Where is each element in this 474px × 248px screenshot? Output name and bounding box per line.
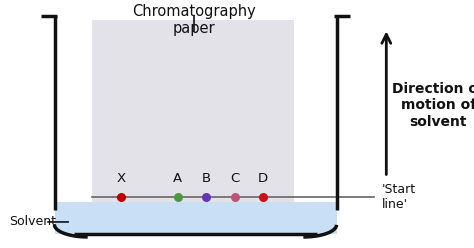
Text: Chromatography
paper: Chromatography paper (132, 4, 256, 36)
Bar (92, 20, 294, 202)
Text: D: D (258, 172, 268, 185)
Text: B: B (201, 172, 211, 185)
Text: Solvent: Solvent (9, 216, 56, 228)
Bar (55, 202, 337, 234)
Text: A: A (173, 172, 182, 185)
Text: C: C (230, 172, 239, 185)
Text: Direction of
motion of
solvent: Direction of motion of solvent (392, 82, 474, 129)
Text: 'Start
line': 'Start line' (382, 183, 416, 211)
Text: X: X (116, 172, 126, 185)
